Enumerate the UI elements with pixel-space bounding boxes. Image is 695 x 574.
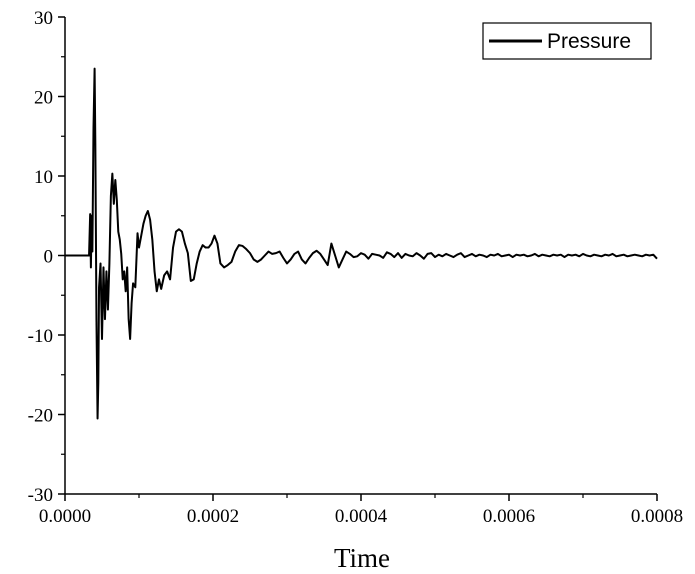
y-tick-label: 10 bbox=[34, 167, 53, 188]
y-tick-label: 20 bbox=[34, 88, 53, 109]
series-line-pressure bbox=[65, 67, 658, 420]
x-tick-label: 0.0000 bbox=[39, 506, 91, 527]
legend: Pressure bbox=[482, 22, 652, 60]
y-tick-label: -30 bbox=[28, 485, 53, 506]
y-tick-label: 30 bbox=[34, 8, 53, 29]
y-ticks: -30 -20 -10 0 10 20 30 bbox=[28, 8, 65, 506]
x-tick-label: 0.0008 bbox=[631, 506, 683, 527]
y-tick-label: -20 bbox=[28, 406, 53, 427]
y-tick-label: 0 bbox=[44, 247, 54, 268]
plot-area bbox=[65, 67, 658, 420]
x-axis-title: Time bbox=[334, 543, 390, 573]
x-tick-label: 0.0002 bbox=[187, 506, 239, 527]
y-tick-label: -10 bbox=[28, 326, 53, 347]
legend-label-pressure: Pressure bbox=[547, 30, 631, 53]
x-tick-label: 0.0004 bbox=[335, 506, 388, 527]
x-tick-label: 0.0006 bbox=[483, 506, 535, 527]
x-ticks: 0.0000 0.0002 0.0004 0.0006 0.0008 bbox=[39, 494, 683, 527]
